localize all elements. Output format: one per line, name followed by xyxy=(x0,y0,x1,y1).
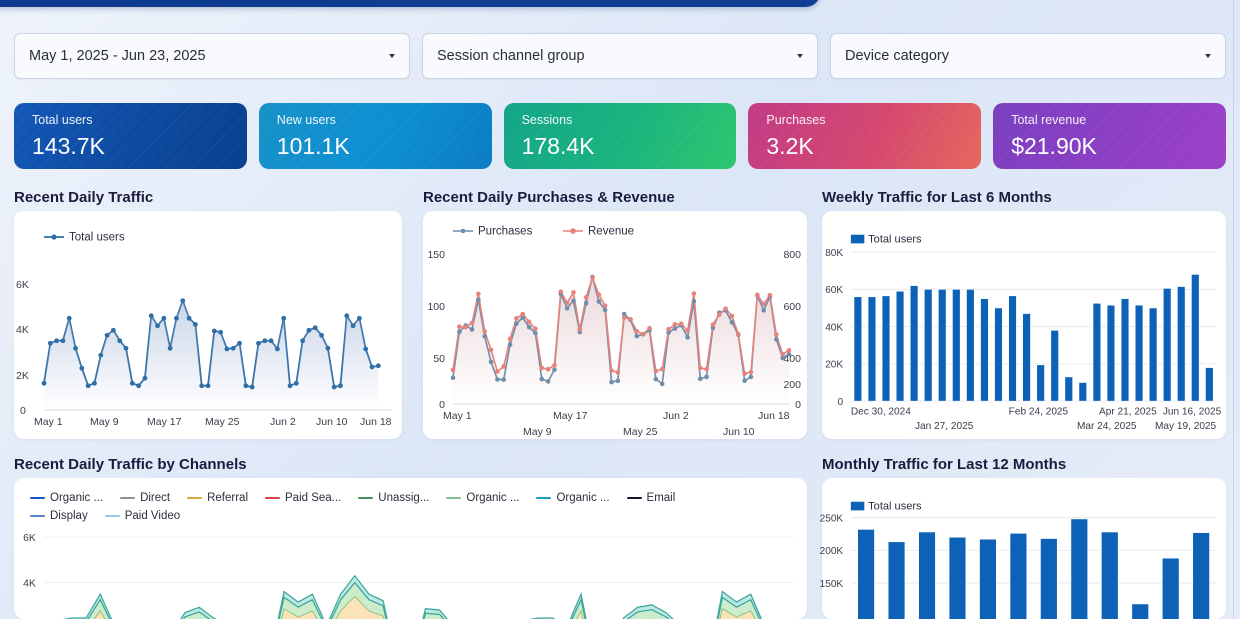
svg-text:May 9: May 9 xyxy=(90,416,119,428)
svg-text:Total users: Total users xyxy=(868,500,922,512)
svg-text:80K: 80K xyxy=(825,248,843,259)
svg-text:4K: 4K xyxy=(23,578,36,589)
svg-text:May 19, 2025: May 19, 2025 xyxy=(1155,421,1217,432)
svg-text:May 25: May 25 xyxy=(205,416,240,428)
svg-text:0: 0 xyxy=(838,397,844,408)
svg-text:250K: 250K xyxy=(820,513,844,524)
svg-text:Jun 10: Jun 10 xyxy=(316,416,348,428)
svg-text:50: 50 xyxy=(433,353,445,365)
svg-text:2K: 2K xyxy=(16,370,29,382)
svg-text:4K: 4K xyxy=(16,324,29,336)
svg-text:Mar 24, 2025: Mar 24, 2025 xyxy=(1077,421,1137,432)
svg-text:20K: 20K xyxy=(825,360,843,371)
svg-text:May 17: May 17 xyxy=(553,410,588,422)
svg-text:Jun 18: Jun 18 xyxy=(758,410,790,422)
svg-text:Jun 16, 2025: Jun 16, 2025 xyxy=(1163,407,1222,418)
svg-text:150: 150 xyxy=(427,249,445,261)
svg-text:Total users: Total users xyxy=(868,233,922,245)
svg-text:150K: 150K xyxy=(820,579,844,590)
svg-text:Feb 24, 2025: Feb 24, 2025 xyxy=(1009,407,1069,418)
svg-text:Jun 18: Jun 18 xyxy=(360,416,392,428)
svg-text:Dec 30, 2024: Dec 30, 2024 xyxy=(851,407,911,418)
svg-text:May 9: May 9 xyxy=(523,426,552,437)
svg-text:Jun 2: Jun 2 xyxy=(270,416,296,428)
svg-text:May 17: May 17 xyxy=(147,416,182,428)
svg-text:600: 600 xyxy=(783,301,801,313)
svg-text:Revenue: Revenue xyxy=(588,226,634,238)
svg-text:Total users: Total users xyxy=(69,232,125,244)
svg-text:200K: 200K xyxy=(820,546,844,557)
svg-text:May 1: May 1 xyxy=(443,410,472,422)
svg-text:May 25: May 25 xyxy=(623,426,658,437)
svg-text:800: 800 xyxy=(783,249,801,261)
svg-text:40K: 40K xyxy=(825,322,843,333)
svg-text:Jan 27, 2025: Jan 27, 2025 xyxy=(915,421,974,432)
svg-text:60K: 60K xyxy=(825,285,843,296)
svg-text:0: 0 xyxy=(795,399,801,411)
svg-text:May 1: May 1 xyxy=(34,416,63,428)
svg-text:0: 0 xyxy=(20,405,26,417)
svg-text:Purchases: Purchases xyxy=(478,226,533,238)
svg-text:Jun 2: Jun 2 xyxy=(663,410,689,422)
svg-text:6K: 6K xyxy=(16,279,29,291)
svg-text:100: 100 xyxy=(427,301,445,313)
svg-text:6K: 6K xyxy=(23,533,36,544)
svg-text:Apr 21, 2025: Apr 21, 2025 xyxy=(1099,407,1157,418)
svg-text:Jun 10: Jun 10 xyxy=(723,426,755,437)
